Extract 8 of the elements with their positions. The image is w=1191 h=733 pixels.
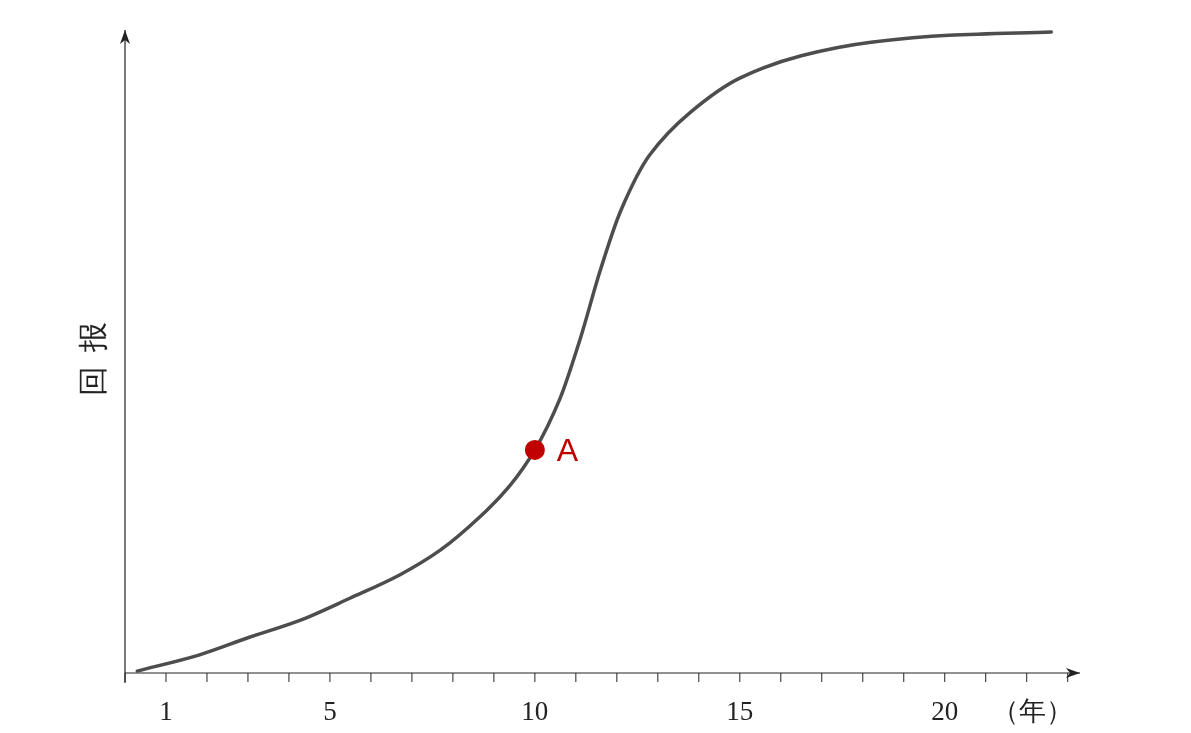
xlabel: （年） [991, 696, 1073, 726]
xtick: 1 [159, 696, 173, 726]
xtick: 15 [726, 696, 754, 726]
xtick: 20 [931, 696, 959, 726]
xtick: 10 [521, 696, 549, 726]
annotation: A [556, 431, 579, 468]
ylabel: 回报 [76, 308, 109, 396]
xtick: 5 [323, 696, 337, 726]
